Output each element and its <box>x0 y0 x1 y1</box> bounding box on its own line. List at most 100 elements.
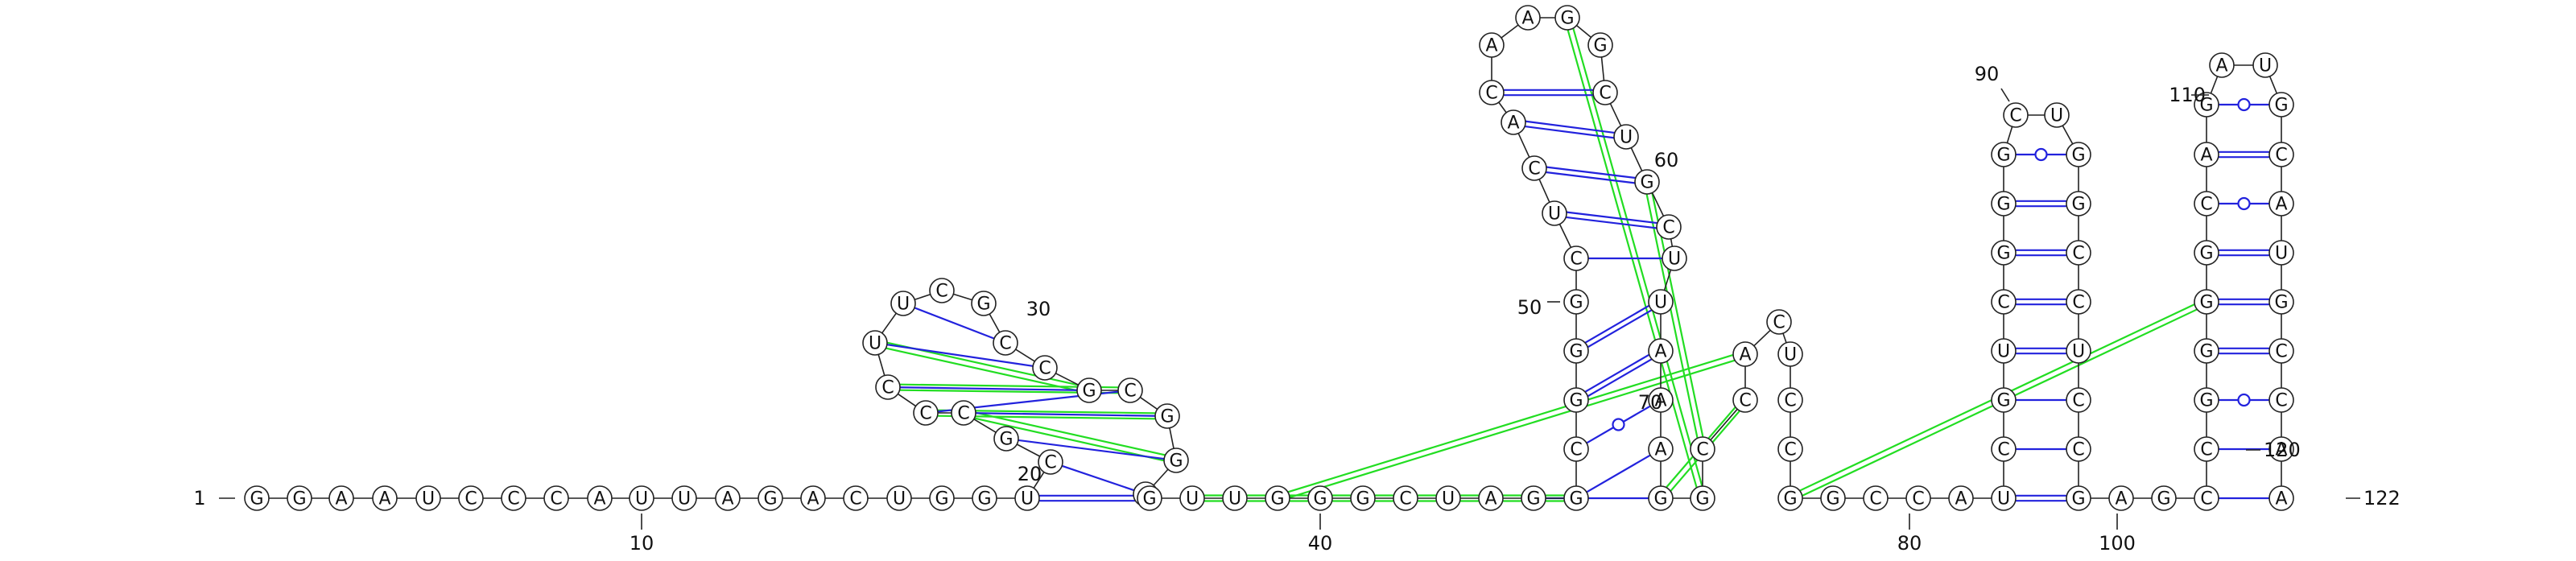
nucleotide-circle <box>2108 485 2134 511</box>
nucleotide-letter: C <box>1784 391 1796 411</box>
nucleotide-circle <box>1563 289 1589 315</box>
nucleotide-93: G <box>2066 142 2091 167</box>
nucleotide-circle <box>951 400 976 426</box>
nucleotide-circle <box>1137 485 1162 511</box>
nucleotide-46: G <box>1563 485 1589 511</box>
nucleotide-41: G <box>1350 485 1376 511</box>
nucleotide-circle <box>501 485 526 511</box>
nucleotide-circle <box>1662 245 1687 271</box>
backbone-segment <box>1015 349 1035 362</box>
nucleotide-letter: U <box>1442 489 1455 509</box>
nucleotide-letter: C <box>2275 146 2287 166</box>
nucleotide-47: C <box>1563 436 1589 462</box>
nucleotide-circle <box>1991 387 2017 413</box>
nucleotide-74: C <box>1766 309 1792 335</box>
nucleotide-52: U <box>1542 200 1567 226</box>
nucleotide-letter: C <box>1044 453 1056 473</box>
backbone-segment <box>1538 179 1550 203</box>
nucleotide-letter: G <box>1653 489 1667 509</box>
nucleotide-letter: A <box>1507 113 1519 134</box>
nucleotide-circle <box>1648 289 1674 315</box>
nucleotide-circle <box>1592 80 1618 105</box>
nucleotide-letter: C <box>1997 440 2009 460</box>
nucleotide-circle <box>2066 142 2091 167</box>
nucleotide-circle <box>1515 5 1541 31</box>
nucleotide-14: A <box>800 485 826 511</box>
base-pair-line <box>1587 309 1653 349</box>
nucleotide-circle <box>2066 240 2091 266</box>
nucleotide-circle <box>1014 485 1040 511</box>
nucleotide-letter: A <box>593 489 605 509</box>
position-labels: 1 10 20 30 40 50 60 70 80 90 100 110 120… <box>193 63 2400 555</box>
nucleotide-111: G <box>2194 92 2219 118</box>
nucleotide-circle <box>1222 485 1248 511</box>
position-label-30: 30 <box>1026 298 1051 320</box>
nucleotide-circle <box>2268 289 2294 315</box>
nucleotide-letter: C <box>1124 382 1136 402</box>
base-pair-line <box>886 344 1034 367</box>
nucleotide-letter: A <box>1654 440 1666 460</box>
nucleotide-circle <box>1478 485 1504 511</box>
nucleotide-circle <box>1163 448 1189 473</box>
position-label-20: 20 <box>1018 463 1042 485</box>
nucleotide-circle <box>875 374 901 400</box>
backbone-segment <box>953 293 972 301</box>
nucleotide-circle <box>1732 341 1758 367</box>
nucleotide-33: G <box>1154 403 1180 429</box>
nucleotide-7: C <box>501 485 526 511</box>
backbone <box>269 17 2282 504</box>
nucleotide-circle <box>1265 485 1290 511</box>
nucleotide-letter: G <box>1313 489 1327 509</box>
nucleotide-letter: G <box>2274 96 2288 116</box>
nucleotide-letter: A <box>2275 195 2287 215</box>
nucleotide-24: C <box>875 374 901 400</box>
nucleotide-letter: C <box>1912 489 1924 509</box>
base-pair-line <box>975 412 1156 417</box>
nucleotide-28: G <box>971 291 997 316</box>
nucleotide-letter: G <box>1695 489 1709 509</box>
position-label-10: 10 <box>630 532 654 555</box>
nucleotide-circle <box>971 291 997 316</box>
nucleotide-letter: U <box>1548 204 1561 225</box>
nucleotide-circle <box>2194 338 2219 364</box>
nucleotide-45: G <box>1521 485 1546 511</box>
nucleotide-circle <box>1479 32 1505 58</box>
nucleotide-circle <box>1307 485 1333 511</box>
nucleotide-circle <box>1648 436 1674 462</box>
nucleotide-letter: G <box>1640 173 1653 193</box>
nucleotide-60: C <box>1592 80 1618 105</box>
nucleotide-84: C <box>1991 436 2017 462</box>
nucleotide-circle <box>1690 436 1715 462</box>
nucleotide-letter: G <box>1569 391 1583 411</box>
nucleotide-letter: C <box>1038 359 1051 379</box>
nucleotide-letter: G <box>1082 382 1096 402</box>
nucleotide-letter: G <box>1160 407 1174 427</box>
nucleotide-circle <box>1656 214 1682 240</box>
nucleotide-circle <box>1563 485 1589 511</box>
nucleotide-letter: C <box>507 489 519 509</box>
nucleotide-letter: A <box>1955 489 1967 509</box>
nucleotide-letter: G <box>1560 9 1574 29</box>
nucleotide-circle <box>2268 485 2294 511</box>
pseudoknot-pair-line <box>974 417 1164 462</box>
nucleotide-letter: A <box>1484 489 1496 509</box>
nucleotide-letter: C <box>2275 342 2287 362</box>
nucleotide-circle <box>1393 485 1418 511</box>
nucleotide-letter: A <box>2200 146 2212 166</box>
nucleotide-1: G <box>244 485 270 511</box>
nucleotide-letter: G <box>2199 96 2213 116</box>
nucleotide-30: C <box>1032 355 1058 381</box>
nucleotide-circle <box>587 485 613 511</box>
nucleotide-13: G <box>758 485 783 511</box>
nucleotide-49: G <box>1563 338 1589 364</box>
nucleotide-circle <box>1521 155 1547 181</box>
nucleotide-circle <box>1863 485 1889 511</box>
nucleotide-circle <box>1991 338 2017 364</box>
backbone-segment <box>973 419 997 433</box>
nucleotide-letter: C <box>1997 293 2009 313</box>
nucleotide-letter: C <box>1784 440 1796 460</box>
nucleotide-circle <box>543 485 569 511</box>
backbone-segment <box>1033 472 1045 489</box>
nucleotide-25: U <box>862 330 888 356</box>
nucleotide-circle <box>2268 240 2294 266</box>
